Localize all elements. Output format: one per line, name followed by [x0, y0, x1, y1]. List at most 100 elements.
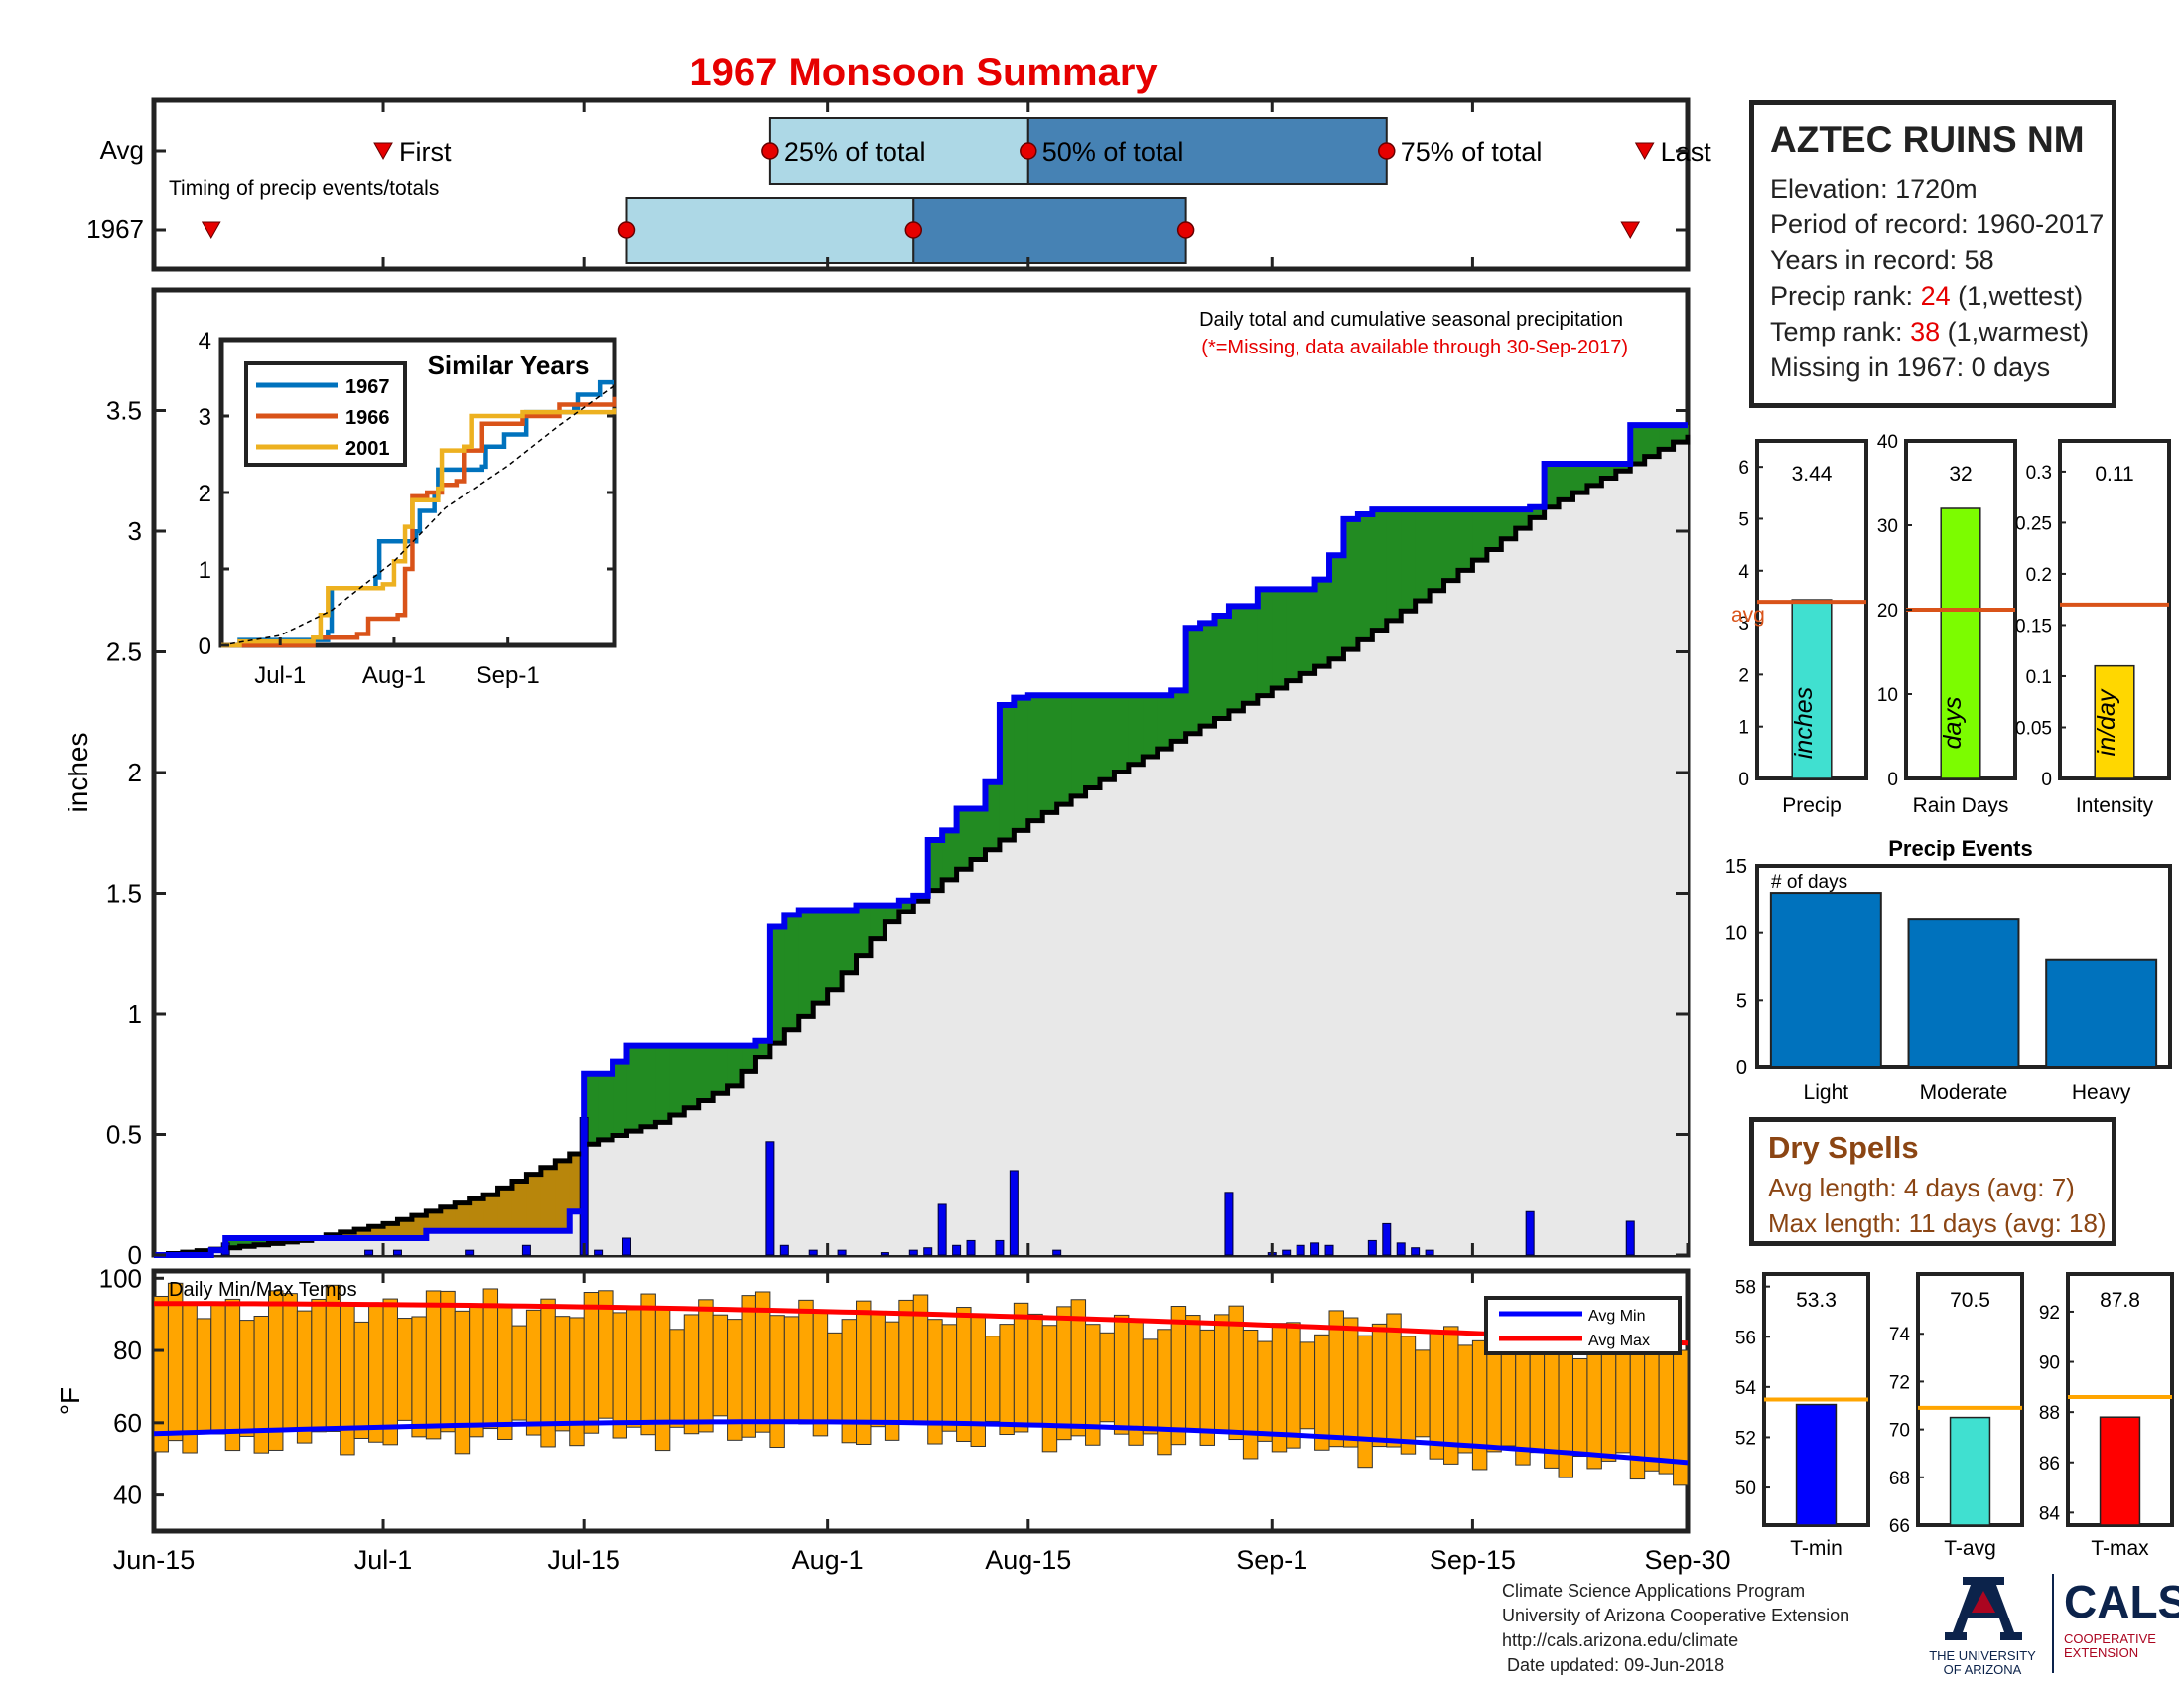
x-tick-label: Aug-1 [792, 1545, 864, 1575]
events-y-tick-label: 10 [1725, 923, 1747, 945]
above-avg-fill [1644, 425, 1660, 457]
cals-line-2: EXTENSION [2064, 1645, 2138, 1660]
daily-precip-bar [1052, 1249, 1062, 1256]
below-avg-fill [511, 1181, 528, 1231]
above-avg-fill [827, 910, 843, 990]
daily-temp-bar [340, 1305, 355, 1456]
x-tick-label: Sep-15 [1430, 1545, 1516, 1575]
daily-temp-bar [1257, 1340, 1273, 1442]
below-avg-fill [354, 1229, 370, 1238]
events-y-tick-label: 15 [1725, 856, 1747, 878]
inset-x-tick-label: Aug-1 [362, 662, 426, 689]
daily-temp-bar [482, 1288, 499, 1430]
credits: Climate Science Applications Program Uni… [1502, 1579, 1849, 1678]
dry-spells-avg: Avg length: 4 days (avg: 7) [1768, 1173, 2075, 1202]
temp-ylabel: °F [55, 1387, 85, 1415]
daily-temp-bar [1099, 1332, 1115, 1423]
daily-temp-bar [698, 1299, 714, 1433]
daily-temp-bar [1242, 1329, 1259, 1460]
y-tick-label: 0.5 [106, 1120, 142, 1150]
above-avg-fill [856, 905, 872, 956]
daily-temp-bar [469, 1303, 484, 1438]
above-avg-fill [239, 1237, 255, 1247]
above-avg-fill [1544, 463, 1560, 507]
below-avg-fill [497, 1188, 513, 1231]
mini-panel-frame [2058, 439, 2171, 780]
station-name: AZTEC RUINS NM [1770, 119, 2085, 160]
mini-y-tick-label: 50 [1735, 1478, 1756, 1499]
above-avg-fill [1257, 589, 1273, 696]
below-avg-fill [340, 1231, 355, 1238]
daily-temp-bar [425, 1290, 442, 1440]
daily-temp-bar [654, 1309, 671, 1452]
above-avg-fill [769, 926, 785, 1044]
mini-y-tick-label: 70 [1889, 1421, 1910, 1442]
daily-temp-bar [1314, 1334, 1330, 1451]
mini-value-label: 0.11 [2095, 463, 2133, 486]
above-avg-fill [727, 1045, 743, 1086]
y-tick-label: 0 [128, 1240, 142, 1270]
above-avg-fill [640, 1045, 656, 1127]
mini-unit-label: days [1939, 697, 1967, 750]
credit-link[interactable]: http://cals.arizona.edu/climate [1502, 1630, 1739, 1650]
daily-temp-bar [1371, 1323, 1388, 1448]
daily-temp-bar [497, 1306, 513, 1440]
daily-temp-bar [1286, 1322, 1301, 1449]
ua-line-1: THE UNIVERSITY [1929, 1648, 2036, 1663]
above-avg-fill [1114, 695, 1130, 773]
mini-y-tick-label: 2 [1738, 665, 1749, 686]
timing-first-marker [201, 221, 221, 240]
below-avg-fill [526, 1174, 542, 1231]
timing-first-marker [373, 142, 393, 161]
daily-temp-bar [1586, 1339, 1602, 1470]
mini-y-tick-label: 6 [1738, 458, 1749, 479]
above-avg-fill [225, 1237, 241, 1248]
mini-bar [1949, 1416, 1991, 1526]
daily-temp-bar [712, 1314, 729, 1417]
above-avg-fill [956, 808, 972, 870]
daily-precip-bar [1525, 1210, 1535, 1256]
timing-50-marker [904, 221, 923, 239]
daily-temp-bar [598, 1290, 614, 1419]
daily-temp-bar [798, 1299, 814, 1425]
daily-temp-bar [1142, 1338, 1159, 1435]
temp-y-tick-label: 80 [113, 1336, 142, 1365]
daily-temp-bar [311, 1298, 327, 1433]
mini-y-tick-label: 58 [1735, 1278, 1756, 1299]
mini-y-tick-label: 30 [1877, 516, 1898, 537]
y-tick-label: 2.5 [106, 637, 142, 667]
temp-rank-value: 38 [1910, 317, 1941, 347]
mini-bar [1940, 507, 1981, 779]
mini-avg-label: avg [1731, 604, 1765, 627]
below-avg-fill [440, 1206, 456, 1231]
above-avg-fill [684, 1045, 700, 1108]
inset-y-tick-label: 4 [199, 328, 211, 354]
mini-y-tick-label: 0.15 [2015, 616, 2052, 636]
x-axis: Jun-15 Jul-1 Jul-15 Aug-1 Aug-15 Sep-1 Sep-15 S… [113, 100, 1731, 1575]
mini-y-tick-label: 1 [1738, 718, 1749, 739]
precip-rank: Precip rank: 24 (1,wettest) [1770, 281, 2084, 311]
daily-temp-bar [268, 1290, 284, 1451]
daily-precip-bar [908, 1249, 918, 1256]
above-avg-fill [1401, 509, 1417, 612]
daily-temp-bar [368, 1305, 384, 1443]
daily-precip-bar [1367, 1239, 1377, 1256]
precip-rank-value: 24 [1920, 281, 1951, 311]
mini-xlabel: T-max [2091, 1537, 2149, 1560]
mini-y-tick-label: 0.05 [2015, 718, 2052, 739]
mini-y-tick-label: 52 [1735, 1428, 1756, 1449]
above-avg-fill [1615, 463, 1631, 472]
daily-precip-bar [465, 1249, 475, 1256]
inset-avg-line [220, 384, 615, 646]
daily-temp-bar [1615, 1347, 1631, 1454]
mini-y-tick-label: 0.1 [2026, 667, 2052, 688]
daily-temp-bar [1515, 1341, 1531, 1466]
mini-y-tick-label: 10 [1877, 685, 1898, 706]
daily-temp-bar [1400, 1336, 1417, 1455]
daily-precip-bar [1396, 1242, 1406, 1256]
below-avg-fill [368, 1226, 384, 1238]
events-category-label: Heavy [2072, 1081, 2131, 1104]
above-avg-fill [1243, 606, 1259, 704]
mini-y-tick-label: 84 [2039, 1503, 2061, 1524]
